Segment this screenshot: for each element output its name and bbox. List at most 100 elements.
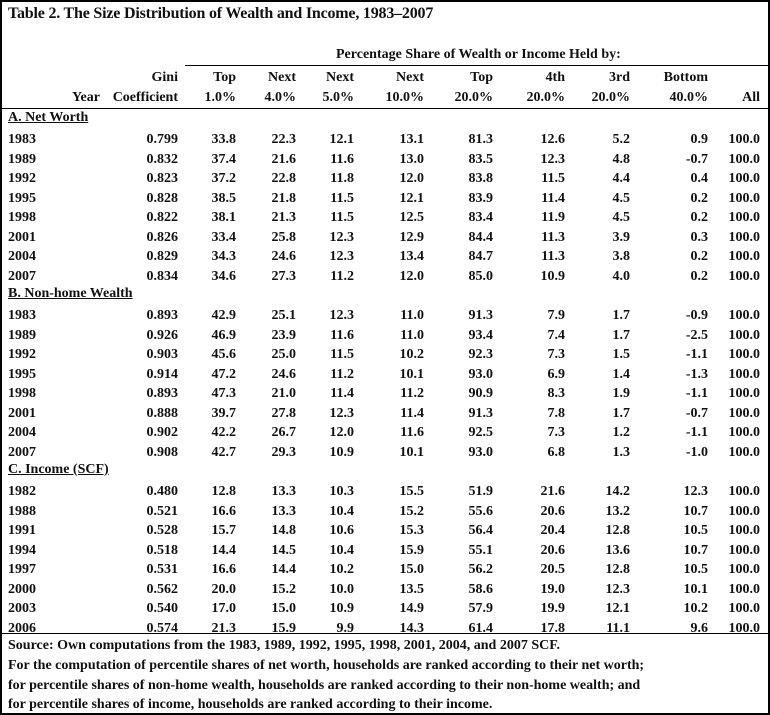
table-cell: 4.5: [612, 210, 631, 226]
column-header-top: Next: [268, 70, 296, 85]
column-header-top: Top: [213, 70, 236, 85]
table-cell: 91.3: [468, 308, 494, 323]
table-cell: 10.0: [329, 581, 355, 597]
table-cell: 93.4: [468, 327, 494, 343]
table-cell: 1.7: [612, 327, 631, 343]
table-cell: 26.7: [271, 425, 297, 441]
table-cell: 100.0: [728, 327, 761, 343]
table-cell: 100.0: [728, 405, 761, 421]
table-cell: 57.9: [468, 601, 494, 617]
row-year: 1991: [8, 523, 36, 539]
table-cell: 20.0: [211, 581, 237, 597]
table-cell: 12.8: [605, 523, 631, 539]
table-cell: 25.8: [271, 229, 297, 245]
table-cell: 20.6: [540, 503, 566, 519]
table-row: 1983 0.893 42.9 25.1 12.3 11.0 91.3 7.9 1.7 -0.9 1…: [8, 306, 760, 326]
table-cell: 0.518: [146, 542, 179, 558]
table-cell: 21.3: [211, 620, 237, 636]
table-cell: 0.2: [690, 249, 709, 265]
table-cell: 14.9: [399, 601, 425, 617]
table-cell: 58.6: [468, 581, 494, 597]
table-cell: 0.903: [146, 347, 179, 363]
table-cell: 83.5: [468, 151, 494, 167]
table-cell: 11.5: [330, 347, 354, 363]
table-cell: 100.0: [728, 366, 761, 382]
table-cell: 93.0: [468, 366, 494, 382]
column-header-top: Top: [470, 70, 493, 85]
table-row: 1991 0.528 15.7 14.8 10.6 15.3 56.4 20.4 12.8 10.…: [8, 521, 760, 541]
row-year: 1995: [8, 190, 36, 206]
table-cell: 10.3: [329, 484, 355, 499]
table-cell: -2.5: [685, 327, 708, 343]
table-cell: 1.4: [612, 366, 631, 382]
table-cell: 1.9: [612, 386, 631, 402]
table-cell: 15.0: [399, 562, 425, 578]
table-cell: 12.1: [329, 132, 355, 147]
table-cell: 11.6: [330, 327, 354, 343]
table-cell: 10.9: [329, 601, 355, 617]
table-cell: 0.822: [146, 210, 179, 226]
table-cell: 10.4: [329, 503, 355, 519]
table-row: 2006 0.574 21.3 15.9 9.9 14.3 61.4 17.8 11.1 9.6 1…: [8, 619, 760, 639]
table-cell: 100.0: [728, 503, 761, 519]
table-cell: 11.0: [400, 327, 424, 343]
table-cell: 13.1: [399, 132, 425, 147]
table-cell: 21.6: [271, 151, 297, 167]
table-cell: 0.893: [146, 308, 179, 323]
table-cell: 34.6: [211, 268, 237, 284]
table-cell: -0.7: [685, 151, 708, 167]
table-cell: 0.832: [146, 151, 179, 167]
table-cell: 100.0: [728, 542, 761, 558]
table-row: 2001 0.826 33.4 25.8 12.3 12.9 84.4 11.3 3.9 0.3 1…: [8, 228, 760, 248]
table-cell: 20.5: [540, 562, 566, 578]
table-cell: 12.3: [329, 405, 355, 421]
table-cell: 11.8: [330, 171, 354, 187]
table-cell: 9.6: [690, 620, 709, 636]
table-cell: 100.0: [728, 151, 761, 167]
table-cell: 1.5: [612, 347, 631, 363]
table-cell: 39.7: [211, 405, 237, 421]
table-cell: 11.4: [541, 190, 565, 206]
table-cell: 4.5: [612, 190, 631, 206]
table-cell: 90.9: [468, 386, 494, 402]
row-year: 2007: [8, 268, 36, 284]
table-cell: -1.1: [685, 386, 708, 402]
table-cell: 22.8: [271, 171, 297, 187]
table-cell: 100.0: [728, 581, 761, 597]
table-row: 1995 0.914 47.2 24.6 11.2 10.1 93.0 6.9 1.4 -1.3 1…: [8, 365, 760, 385]
table-cell: 56.4: [468, 523, 494, 539]
column-header-bottom: 10.0%: [385, 90, 425, 105]
table-cell: 15.7: [211, 523, 237, 539]
table-cell: 5.2: [612, 132, 631, 147]
table-cell: 21.0: [271, 386, 297, 402]
table-cell: 0.893: [146, 386, 179, 402]
table-cell: 1.7: [612, 405, 631, 421]
row-year: 2004: [8, 425, 36, 441]
note-line: For the computation of percentile shares…: [8, 657, 645, 673]
table-cell: 37.2: [211, 171, 237, 187]
table-cell: 15.9: [271, 620, 297, 636]
table-cell: 100.0: [728, 308, 761, 323]
table-cell: 37.4: [211, 151, 237, 167]
table-cell: 3.9: [612, 229, 631, 245]
table-cell: 83.8: [468, 171, 494, 187]
table-row: 1982 0.480 12.8 13.3 10.3 15.5 51.9 21.6 14.2 12.…: [8, 482, 760, 502]
table-row: 1992 0.823 37.2 22.8 11.8 12.0 83.8 11.5 4.4 0.4 1…: [8, 169, 760, 189]
table-cell: 13.3: [271, 503, 297, 519]
table-cell: 84.4: [468, 229, 494, 245]
table-cell: 9.9: [336, 620, 355, 636]
table-cell: 12.5: [399, 210, 425, 226]
table-cell: 33.4: [211, 229, 237, 245]
table-cell: 7.9: [547, 308, 566, 323]
row-year: 1983: [8, 308, 36, 323]
table-cell: 15.2: [271, 581, 297, 597]
column-header-bottom: Coefficient: [112, 90, 178, 105]
table-cell: 20.4: [540, 523, 566, 539]
table-cell: 11.3: [541, 249, 565, 265]
row-year: 2001: [8, 405, 36, 421]
column-header-top: Gini: [151, 70, 178, 85]
table-cell: 14.8: [271, 523, 297, 539]
table-cell: 0.799: [146, 132, 179, 147]
column-header-bottom: 20.0%: [454, 90, 494, 105]
table-row: 2001 0.888 39.7 27.8 12.3 11.4 91.3 7.8 1.7 -0.7 1…: [8, 404, 760, 424]
